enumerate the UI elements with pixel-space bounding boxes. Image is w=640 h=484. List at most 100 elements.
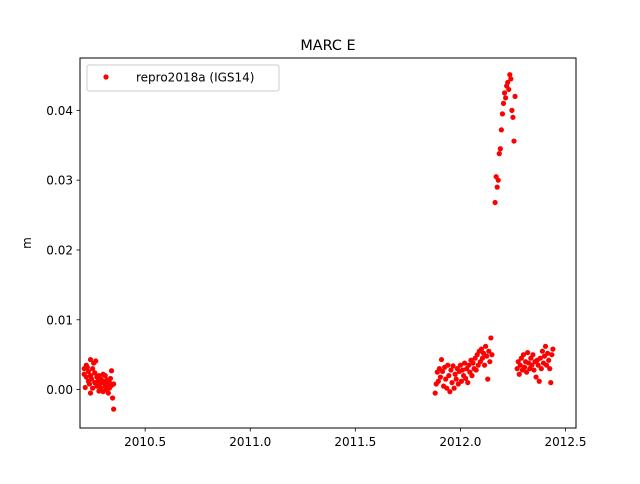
legend-box xyxy=(86,64,280,92)
data-point xyxy=(86,381,93,387)
data-point xyxy=(107,375,114,382)
data-point xyxy=(478,346,485,352)
data-point xyxy=(102,373,108,379)
data-point xyxy=(502,95,509,101)
data-point xyxy=(507,72,513,78)
data-point xyxy=(111,406,117,412)
data-point xyxy=(517,362,523,368)
data-point xyxy=(499,111,506,117)
x-tick-label: 2012.0 xyxy=(439,435,481,449)
data-point xyxy=(446,373,452,379)
data-point xyxy=(548,380,554,386)
data-point xyxy=(105,390,111,396)
data-point xyxy=(510,114,516,120)
data-point xyxy=(447,389,453,395)
data-point xyxy=(524,369,530,375)
data-point xyxy=(501,90,508,96)
data-point xyxy=(511,138,517,144)
legend: repro2018a (IGS14) xyxy=(86,64,280,92)
data-point xyxy=(550,346,556,352)
data-point xyxy=(444,385,450,391)
data-point xyxy=(505,79,511,86)
data-point xyxy=(90,385,96,391)
data-point xyxy=(452,371,458,377)
data-point xyxy=(547,366,553,372)
data-point xyxy=(463,375,469,382)
data-point xyxy=(500,100,507,106)
data-point xyxy=(525,350,531,356)
data-point xyxy=(443,376,449,382)
data-point xyxy=(111,381,117,387)
data-point xyxy=(438,356,445,363)
data-point xyxy=(453,376,459,382)
data-point xyxy=(88,376,95,382)
data-point xyxy=(448,367,454,373)
data-point xyxy=(496,151,502,157)
data-point xyxy=(494,184,500,190)
data-point xyxy=(512,93,518,99)
data-point xyxy=(483,343,489,349)
x-tick-label: 2011.5 xyxy=(334,435,376,449)
data-point xyxy=(92,370,98,376)
data-point xyxy=(542,343,549,349)
plot-frame xyxy=(79,57,577,429)
data-point xyxy=(486,348,492,354)
data-point xyxy=(109,395,116,401)
data-point xyxy=(546,357,552,363)
data-point xyxy=(508,76,514,82)
data-point xyxy=(509,107,515,113)
data-point xyxy=(529,362,535,368)
data-point xyxy=(108,368,115,374)
data-point xyxy=(465,380,471,386)
data-point xyxy=(492,199,498,206)
data-point xyxy=(543,362,550,368)
chart-title: MARC E xyxy=(300,38,355,54)
data-point xyxy=(489,352,495,358)
data-point xyxy=(85,368,92,375)
data-point xyxy=(538,366,544,372)
data-point xyxy=(459,367,466,373)
x-axis: 2010.5 2011.0 2011.5 2012.0 2012.5 xyxy=(124,428,586,449)
data-point xyxy=(82,384,88,391)
data-point xyxy=(549,352,555,358)
y-tick-label: 0.04 xyxy=(46,104,73,118)
data-point xyxy=(469,373,475,379)
data-point xyxy=(462,360,468,366)
data-point xyxy=(539,348,545,354)
data-point xyxy=(84,364,90,370)
y-tick-label: 0.02 xyxy=(46,243,73,257)
data-point xyxy=(516,371,522,377)
y-axis-label: m xyxy=(20,237,34,249)
data-point xyxy=(90,366,96,372)
data-point xyxy=(479,355,486,361)
data-point xyxy=(506,86,512,93)
data-points xyxy=(81,72,556,412)
data-point xyxy=(536,378,542,384)
data-point xyxy=(521,364,528,370)
y-tick-label: 0.01 xyxy=(46,313,73,327)
data-point xyxy=(450,363,456,369)
data-point xyxy=(498,127,504,133)
legend-marker xyxy=(103,74,109,80)
data-point xyxy=(458,378,465,384)
data-point xyxy=(449,380,455,386)
data-point xyxy=(545,350,551,356)
data-point xyxy=(531,367,537,373)
data-point xyxy=(485,376,491,382)
data-point xyxy=(439,368,446,375)
data-point xyxy=(87,390,94,396)
data-point xyxy=(495,177,501,183)
data-point xyxy=(466,362,472,368)
data-point xyxy=(537,355,543,361)
data-point xyxy=(533,374,539,380)
data-point xyxy=(488,335,494,341)
data-point xyxy=(457,362,464,368)
data-point xyxy=(451,385,457,391)
data-point xyxy=(520,352,527,358)
y-tick-label: 0.03 xyxy=(46,174,73,188)
data-point xyxy=(473,367,479,373)
y-tick-label: 0.00 xyxy=(46,383,73,397)
data-point xyxy=(470,360,476,366)
